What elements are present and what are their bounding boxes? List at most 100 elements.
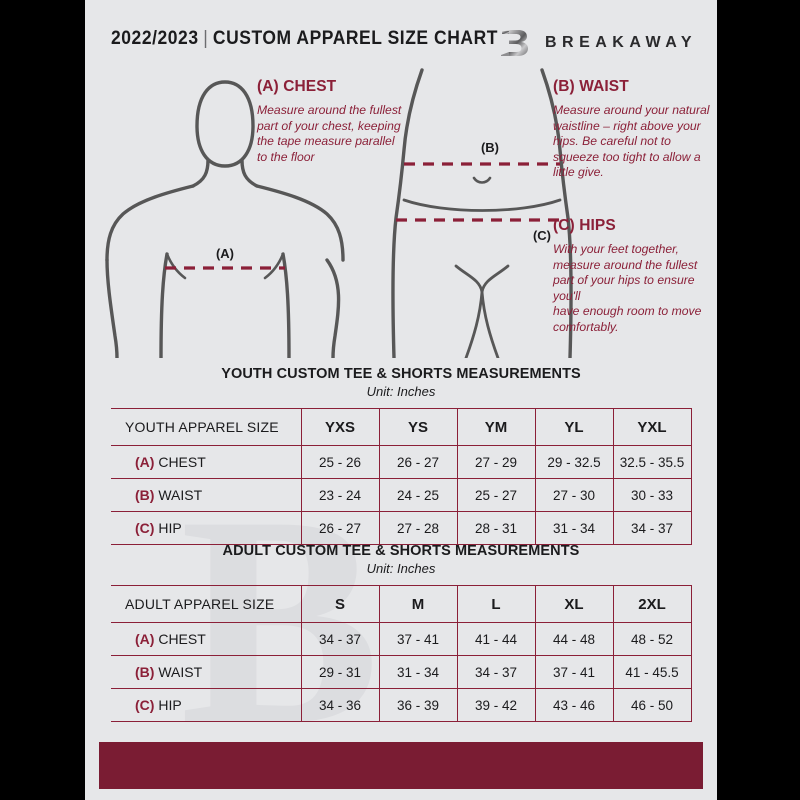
breakaway-b-monogram-icon xyxy=(500,30,528,56)
row-name-waist: WAIST xyxy=(158,664,203,680)
adult-hip-m: 36 - 39 xyxy=(378,688,458,722)
youth-waist-yl: 27 - 30 xyxy=(534,478,614,512)
youth-hip-ym: 28 - 31 xyxy=(456,511,536,545)
youth-table-unit: Unit: Inches xyxy=(366,384,436,399)
size-chart-page: B 2022/2023 | CUSTOM APPAREL SIZE CHART xyxy=(85,0,717,800)
note-hips-title: (C) HIPS xyxy=(553,217,616,234)
page-title: 2022/2023 | CUSTOM APPAREL SIZE CHART xyxy=(111,28,498,50)
adult-col-xl: XL xyxy=(534,585,614,623)
youth-col-ym: YM xyxy=(456,408,536,446)
youth-hip-ys: 27 - 28 xyxy=(378,511,458,545)
table-row: (C) HIP 34 - 36 36 - 39 39 - 42 43 - 46 … xyxy=(111,688,692,722)
row-name-chest: CHEST xyxy=(158,454,206,470)
row-name-chest: CHEST xyxy=(158,631,206,647)
table-row: (A) CHEST 34 - 37 37 - 41 41 - 44 44 - 4… xyxy=(111,622,692,656)
page-header: 2022/2023 | CUSTOM APPAREL SIZE CHART xyxy=(85,26,717,62)
youth-chest-ym: 27 - 29 xyxy=(456,445,536,479)
adult-col-l: L xyxy=(456,585,536,623)
adult-table-title: ADULT CUSTOM TEE & SHORTS MEASUREMENTS xyxy=(222,543,580,559)
youth-chest-yxs: 25 - 26 xyxy=(300,445,380,479)
adult-hip-s: 34 - 36 xyxy=(300,688,380,722)
measurement-illustrations: (A) xyxy=(85,62,717,362)
title-separator: | xyxy=(203,28,209,49)
youth-waist-yxs: 23 - 24 xyxy=(300,478,380,512)
adult-row-header-label: ADULT APPAREL SIZE xyxy=(111,585,301,623)
table-row: (A) CHEST 25 - 26 26 - 27 27 - 29 29 - 3… xyxy=(111,445,692,479)
note-chest-title: (A) CHEST xyxy=(257,78,337,95)
row-tag-a: (A) xyxy=(135,454,155,470)
youth-row-hip-label: (C) HIP xyxy=(111,511,301,545)
youth-hip-yxl: 34 - 37 xyxy=(612,511,692,545)
season-label: 2022/2023 xyxy=(111,28,199,49)
note-hips-body: With your feet together, measure around … xyxy=(553,242,702,334)
note-chest: (A) CHEST Measure around the fullest par… xyxy=(257,78,407,165)
table-row: (C) HIP 26 - 27 27 - 28 28 - 31 31 - 34 … xyxy=(111,511,692,545)
note-chest-body: Measure around the fullest part of your … xyxy=(257,103,402,164)
row-tag-b: (B) xyxy=(135,487,155,503)
youth-size-table-block: YOUTH CUSTOM TEE & SHORTS MEASUREMENTS U… xyxy=(111,366,692,545)
chest-marker-label: (A) xyxy=(216,246,234,261)
brand-lockup: BREAKAWAY xyxy=(500,26,697,60)
note-hips: (C) HIPS With your feet together, measur… xyxy=(553,217,713,335)
table-row: (B) WAIST 29 - 31 31 - 34 34 - 37 37 - 4… xyxy=(111,655,692,689)
adult-chest-m: 37 - 41 xyxy=(378,622,458,656)
adult-hip-2xl: 46 - 50 xyxy=(612,688,692,722)
adult-table-header-row: ADULT APPAREL SIZE S M L XL 2XL xyxy=(111,585,692,623)
youth-waist-yxl: 30 - 33 xyxy=(612,478,692,512)
adult-col-m: M xyxy=(378,585,458,623)
waist-marker-label: (B) xyxy=(481,140,499,155)
adult-chest-s: 34 - 37 xyxy=(300,622,380,656)
row-tag-a: (A) xyxy=(135,631,155,647)
row-tag-b: (B) xyxy=(135,664,155,680)
adult-row-hip-label: (C) HIP xyxy=(111,688,301,722)
row-name-hip: HIP xyxy=(158,520,182,536)
adult-row-chest-label: (A) CHEST xyxy=(111,622,301,656)
row-tag-c: (C) xyxy=(135,697,155,713)
adult-chest-xl: 44 - 48 xyxy=(534,622,614,656)
adult-hip-l: 39 - 42 xyxy=(456,688,536,722)
youth-size-table: YOUTH APPAREL SIZE YXS YS YM YL YXL (A) … xyxy=(111,408,692,545)
youth-col-yxs: YXS xyxy=(300,408,380,446)
adult-row-waist-label: (B) WAIST xyxy=(111,655,301,689)
adult-size-table: ADULT APPAREL SIZE S M L XL 2XL (A) CHES… xyxy=(111,585,692,722)
adult-waist-xl: 37 - 41 xyxy=(534,655,614,689)
note-waist: (B) WAIST Measure around your natural wa… xyxy=(553,78,713,181)
youth-hip-yl: 31 - 34 xyxy=(534,511,614,545)
youth-chest-yxl: 32.5 - 35.5 xyxy=(612,445,692,479)
adult-waist-2xl: 41 - 45.5 xyxy=(612,655,692,689)
row-name-hip: HIP xyxy=(158,697,182,713)
adult-chest-l: 41 - 44 xyxy=(456,622,536,656)
youth-table-title: YOUTH CUSTOM TEE & SHORTS MEASUREMENTS xyxy=(221,366,581,382)
torso-figure-illustration: (A) xyxy=(105,80,345,358)
adult-waist-l: 34 - 37 xyxy=(456,655,536,689)
table-row: (B) WAIST 23 - 24 24 - 25 25 - 27 27 - 3… xyxy=(111,478,692,512)
youth-col-yxl: YXL xyxy=(612,408,692,446)
footer-accent-bar xyxy=(99,742,703,789)
row-tag-c: (C) xyxy=(135,520,155,536)
youth-waist-ym: 25 - 27 xyxy=(456,478,536,512)
youth-table-header-row: YOUTH APPAREL SIZE YXS YS YM YL YXL xyxy=(111,408,692,446)
brand-name: BREAKAWAY xyxy=(544,34,697,51)
adult-col-2xl: 2XL xyxy=(612,585,692,623)
youth-chest-ys: 26 - 27 xyxy=(378,445,458,479)
youth-waist-ys: 24 - 25 xyxy=(378,478,458,512)
adult-col-s: S xyxy=(300,585,380,623)
note-waist-title: (B) WAIST xyxy=(553,78,629,95)
youth-col-ys: YS xyxy=(378,408,458,446)
adult-table-unit: Unit: Inches xyxy=(366,561,436,576)
youth-hip-yxs: 26 - 27 xyxy=(300,511,380,545)
adult-waist-m: 31 - 34 xyxy=(378,655,458,689)
lower-body-figure-illustration: (B) (C) xyxy=(391,68,573,358)
youth-row-header-label: YOUTH APPAREL SIZE xyxy=(111,408,301,446)
adult-hip-xl: 43 - 46 xyxy=(534,688,614,722)
adult-waist-s: 29 - 31 xyxy=(300,655,380,689)
youth-col-yl: YL xyxy=(534,408,614,446)
hips-marker-label: (C) xyxy=(533,228,551,243)
title-text: CUSTOM APPAREL SIZE CHART xyxy=(212,28,498,49)
note-waist-body: Measure around your natural waistline – … xyxy=(553,103,710,179)
youth-row-chest-label: (A) CHEST xyxy=(111,445,301,479)
youth-row-waist-label: (B) WAIST xyxy=(111,478,301,512)
row-name-waist: WAIST xyxy=(158,487,203,503)
adult-size-table-block: ADULT CUSTOM TEE & SHORTS MEASUREMENTS U… xyxy=(111,543,692,722)
youth-chest-yl: 29 - 32.5 xyxy=(534,445,614,479)
